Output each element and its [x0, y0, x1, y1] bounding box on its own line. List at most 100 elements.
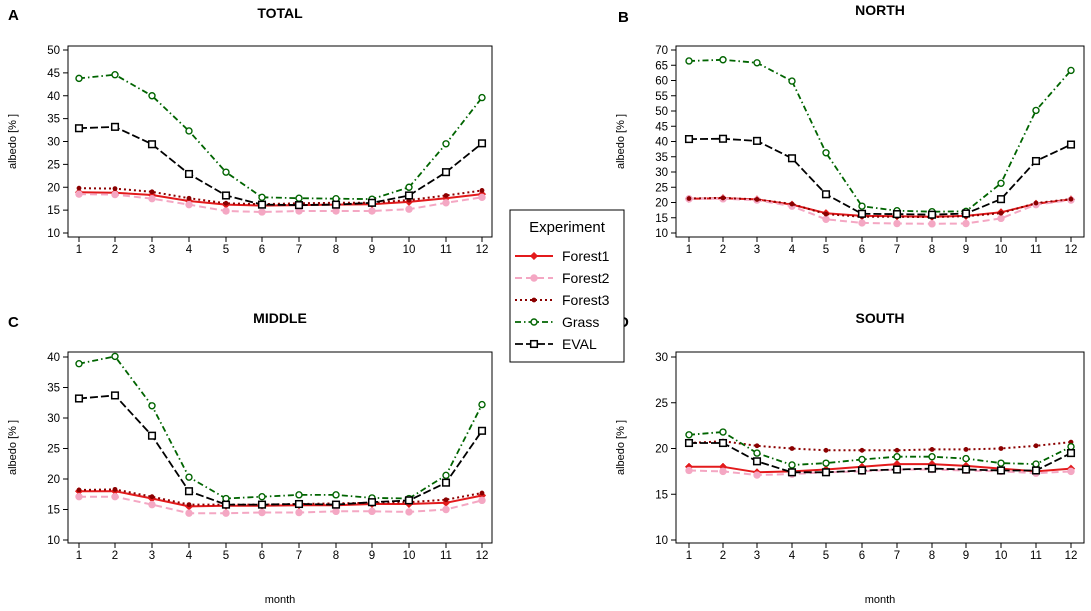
x-tick-label: 1: [686, 244, 692, 256]
y-tick-label: 35: [47, 383, 60, 395]
x-tick-label: 7: [894, 244, 900, 256]
data-point: [478, 400, 486, 409]
series-grass: [685, 56, 1075, 216]
legend-marker: [530, 318, 538, 326]
data-point: [148, 194, 156, 203]
data-point: [823, 211, 829, 217]
x-tick-label: 10: [995, 244, 1008, 256]
series-line: [688, 468, 1072, 476]
x-tick-label: 5: [223, 550, 229, 562]
y-tick-label: 30: [655, 352, 668, 364]
data-point: [367, 498, 377, 507]
data-point: [719, 467, 727, 476]
series-forest1: [74, 487, 487, 511]
y-tick-label: 15: [655, 489, 668, 501]
legend: Experiment Forest1 Forest2 Forest3 Grass EVA…: [509, 209, 625, 363]
data-point: [443, 193, 449, 198]
data-point: [1066, 140, 1076, 149]
y-tick-label: 15: [655, 213, 668, 225]
y-axis-title: albedo [% ]: [615, 420, 627, 475]
data-point: [1067, 66, 1075, 75]
data-point: [148, 402, 156, 410]
data-point: [753, 59, 761, 67]
data-point: [929, 447, 935, 452]
x-tick-label: 8: [333, 244, 339, 256]
data-point: [148, 92, 156, 100]
x-tick-label: 3: [149, 550, 155, 562]
data-point: [222, 509, 230, 517]
data-point: [331, 500, 341, 509]
data-point: [294, 499, 304, 509]
series-eval: [74, 122, 487, 210]
data-point: [222, 207, 230, 215]
legend-label: Forest2: [562, 270, 610, 286]
data-point: [961, 465, 971, 474]
legend-marker: [529, 339, 539, 349]
panel-title: MIDDLE: [253, 310, 307, 326]
data-point: [331, 200, 341, 209]
data-point: [147, 140, 157, 149]
data-point: [720, 195, 726, 201]
data-point: [110, 122, 120, 131]
legend-marker: [529, 251, 539, 261]
panel-title: NORTH: [855, 2, 905, 18]
x-tick-label: 11: [1030, 244, 1042, 256]
data-point: [442, 140, 450, 148]
data-point: [789, 201, 795, 207]
data-point: [442, 505, 450, 514]
x-tick-label: 12: [476, 244, 489, 256]
data-point: [186, 502, 192, 508]
data-point: [443, 497, 449, 503]
series-eval: [684, 134, 1076, 219]
data-point: [367, 198, 377, 207]
y-tick-label: 10: [47, 228, 60, 240]
data-point: [858, 219, 866, 227]
series-line: [78, 193, 483, 213]
x-tick-label: 10: [403, 550, 416, 562]
data-point: [996, 466, 1006, 475]
x-tick-label: 1: [76, 244, 82, 256]
y-axis-title: albedo [% ]: [7, 114, 19, 169]
data-point: [857, 209, 867, 218]
y-tick-label: 35: [47, 114, 60, 126]
data-point: [892, 210, 902, 219]
data-point: [295, 194, 303, 202]
plot-frame: [675, 45, 1085, 238]
x-tick-label: 5: [823, 550, 829, 562]
data-point: [405, 508, 413, 516]
data-point: [112, 186, 118, 192]
data-point: [258, 492, 266, 501]
x-tick-label: 6: [859, 244, 865, 256]
data-point: [441, 168, 451, 177]
data-point: [754, 443, 760, 449]
legend-label: Forest1: [562, 248, 610, 264]
data-point: [368, 207, 376, 215]
x-tick-label: 8: [333, 550, 339, 562]
data-point: [788, 461, 796, 469]
x-tick-label: 7: [296, 550, 302, 562]
y-tick-label: 50: [655, 106, 668, 118]
y-tick-label: 30: [47, 137, 60, 149]
data-point: [719, 56, 727, 64]
x-tick-label: 4: [789, 244, 796, 256]
y-tick-label: 15: [47, 505, 60, 517]
data-point: [1033, 443, 1039, 449]
x-tick-label: 2: [112, 244, 118, 256]
data-point: [258, 208, 266, 216]
data-point: [149, 189, 155, 195]
series-line: [688, 196, 1072, 219]
x-tick-label: 8: [929, 550, 935, 562]
data-point: [754, 197, 760, 202]
series-forest2: [75, 190, 486, 216]
series-grass: [75, 352, 486, 503]
data-point: [718, 438, 728, 448]
data-point: [997, 459, 1005, 467]
data-point: [332, 207, 340, 215]
y-axis-title: albedo [% ]: [615, 114, 627, 169]
data-point: [823, 447, 829, 453]
data-point: [752, 457, 762, 466]
x-tick-label: 9: [963, 550, 969, 562]
